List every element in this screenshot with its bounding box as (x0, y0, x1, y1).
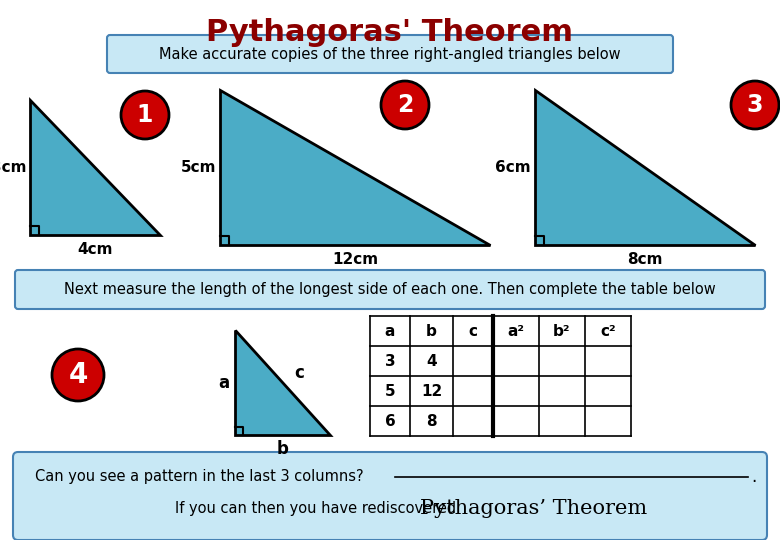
Circle shape (731, 81, 779, 129)
Polygon shape (535, 90, 755, 245)
Polygon shape (220, 90, 490, 245)
Text: 2: 2 (397, 93, 413, 117)
Text: 5: 5 (385, 383, 395, 399)
Text: 1: 1 (136, 103, 153, 127)
Text: 12: 12 (421, 383, 442, 399)
Text: Next measure the length of the longest side of each one. Then complete the table: Next measure the length of the longest s… (64, 282, 716, 297)
Text: 5cm: 5cm (180, 160, 216, 175)
Text: Pythagoras’ Theorem: Pythagoras’ Theorem (420, 500, 647, 518)
Text: If you can then you have rediscovered: If you can then you have rediscovered (175, 502, 461, 516)
Text: a: a (385, 323, 395, 339)
FancyBboxPatch shape (107, 35, 673, 73)
FancyBboxPatch shape (13, 452, 767, 540)
Text: c: c (295, 363, 304, 381)
Text: 4cm: 4cm (77, 241, 113, 256)
FancyBboxPatch shape (15, 270, 765, 309)
Text: 4: 4 (69, 361, 87, 389)
Text: b²: b² (553, 323, 571, 339)
Text: c²: c² (600, 323, 616, 339)
Text: 3: 3 (746, 93, 764, 117)
Circle shape (121, 91, 169, 139)
Circle shape (381, 81, 429, 129)
Text: 8: 8 (426, 414, 437, 429)
Text: a: a (218, 374, 229, 391)
Polygon shape (235, 330, 330, 435)
Text: a²: a² (508, 323, 524, 339)
Text: c: c (469, 323, 477, 339)
Text: 4: 4 (426, 354, 437, 368)
Text: 12cm: 12cm (332, 252, 378, 267)
Text: .: . (751, 468, 757, 486)
Text: 3cm: 3cm (0, 160, 26, 175)
Text: 6cm: 6cm (495, 160, 531, 175)
Polygon shape (30, 100, 160, 235)
Text: 6: 6 (385, 414, 395, 429)
Circle shape (52, 349, 104, 401)
Text: 8cm: 8cm (627, 252, 663, 267)
Text: b: b (426, 323, 437, 339)
Text: b: b (277, 440, 289, 458)
Text: Pythagoras' Theorem: Pythagoras' Theorem (207, 18, 573, 47)
Text: 3: 3 (385, 354, 395, 368)
Text: Can you see a pattern in the last 3 columns?: Can you see a pattern in the last 3 colu… (35, 469, 363, 484)
Text: Make accurate copies of the three right-angled triangles below: Make accurate copies of the three right-… (159, 46, 621, 62)
